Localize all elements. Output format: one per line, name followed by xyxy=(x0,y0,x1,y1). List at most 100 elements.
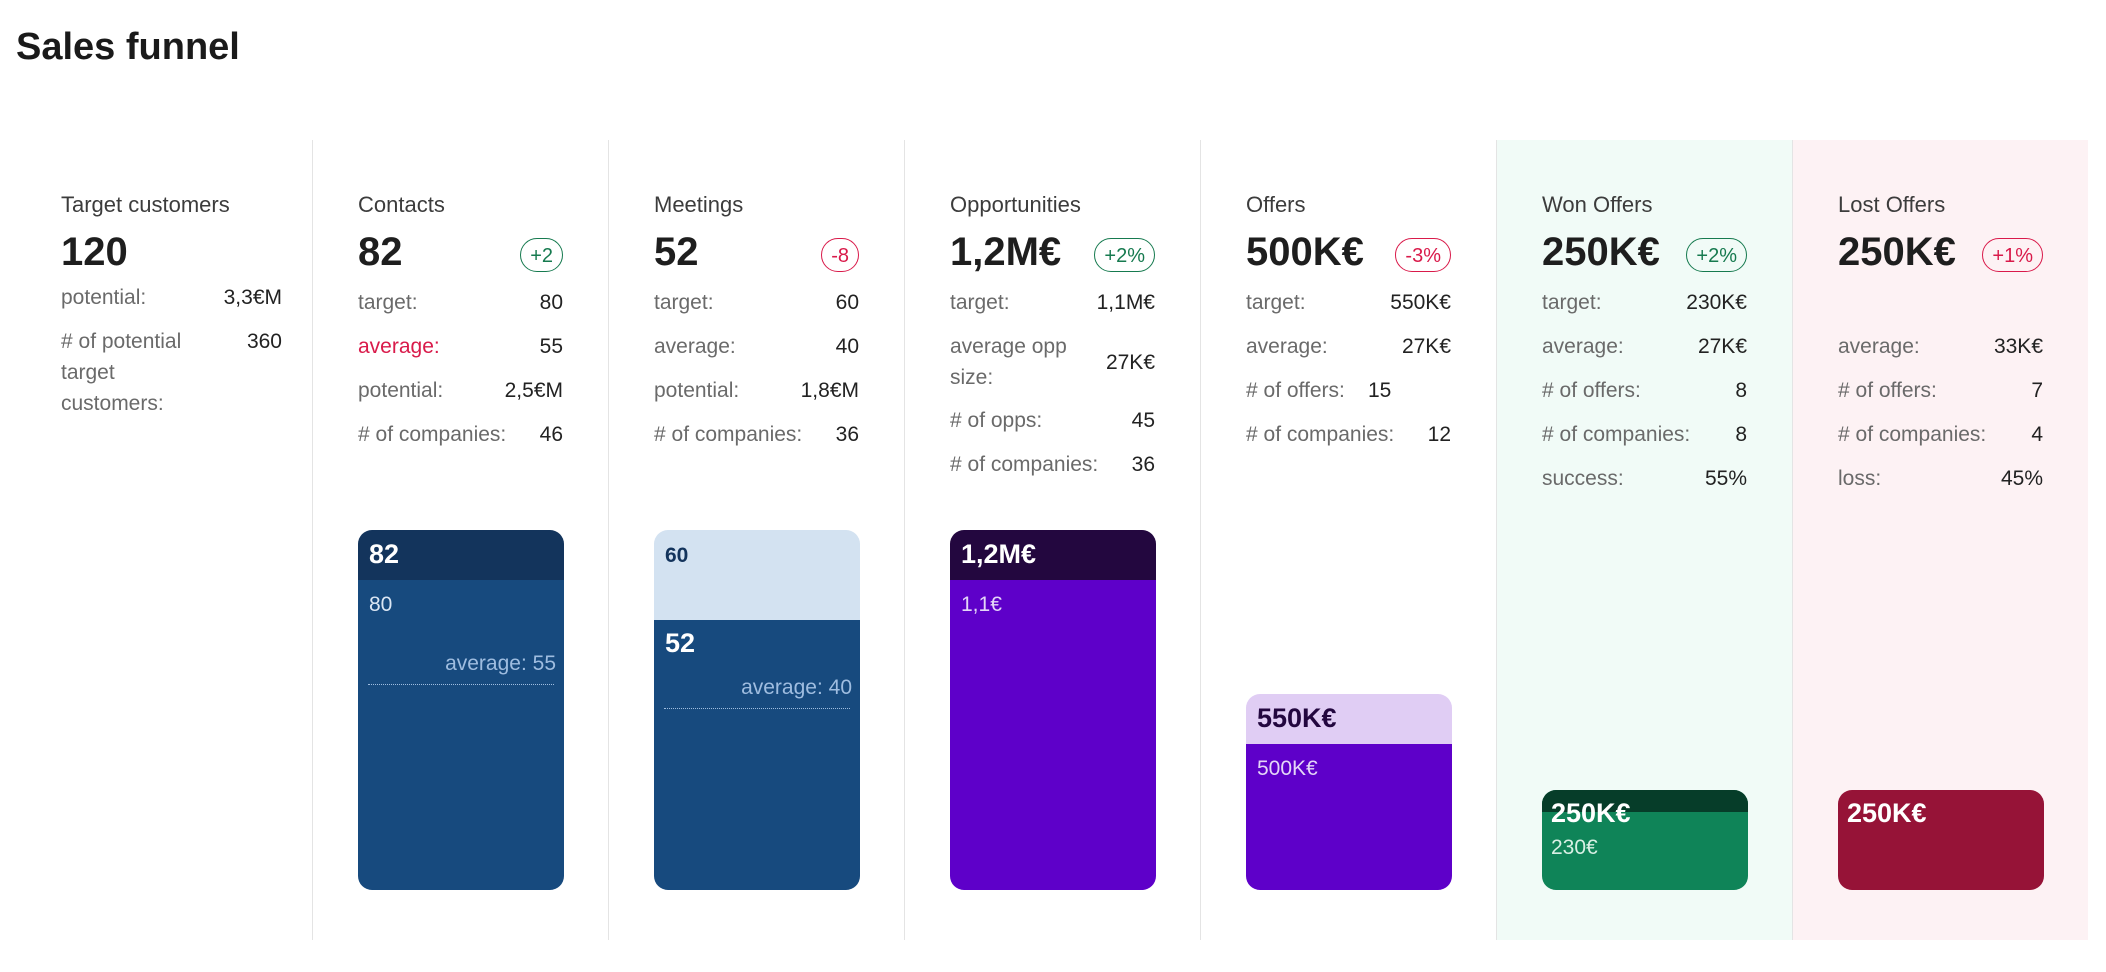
column-value: 82 xyxy=(358,230,403,274)
metric-label: potential: xyxy=(358,379,444,402)
page-title: Sales funnel xyxy=(16,26,240,68)
column-label: Contacts xyxy=(358,192,445,217)
metric-value: 36 xyxy=(1131,453,1155,476)
column-target-customers: Target customers 120 potential: 3,3€M # … xyxy=(16,140,312,940)
metric-label: target: xyxy=(654,291,714,314)
column-contacts: Contacts 82 +2 target: 80 average: 55 po… xyxy=(312,140,608,940)
bar-segment-actual: 52 average: 40 xyxy=(654,620,860,890)
metric-label: target: xyxy=(1542,291,1602,314)
metric-value: 8 xyxy=(1735,379,1747,402)
column-value: 250K€ xyxy=(1838,230,1956,274)
metric-label: success: xyxy=(1542,467,1624,490)
metric-label: target: xyxy=(358,291,418,314)
metric-value: 4 xyxy=(2031,423,2043,446)
column-value: 52 xyxy=(654,230,699,274)
change-badge: -3% xyxy=(1395,238,1451,272)
bar-segment-actual: 500K€ xyxy=(1246,744,1452,890)
metric-label: loss: xyxy=(1838,467,1882,490)
metric-value: 27K€ xyxy=(1401,335,1451,358)
metric-label: target: xyxy=(950,291,1010,314)
metric-label: # of companies: xyxy=(1246,423,1395,446)
bar-label-average: average: 40 xyxy=(741,676,852,699)
metric-value: 27K€ xyxy=(1697,335,1747,358)
metric-value: 1,1M€ xyxy=(1096,291,1155,314)
metric-label: # of opps: xyxy=(950,409,1043,432)
metric-value: 55% xyxy=(1704,467,1747,490)
average-line xyxy=(368,684,554,685)
column-label: Offers xyxy=(1246,192,1306,217)
metric-label: # of offers: xyxy=(1838,379,1937,402)
metric-label: average opp size: xyxy=(950,335,1067,389)
bar-label-target: 80 xyxy=(369,593,393,616)
column-label: Lost Offers xyxy=(1838,192,1946,217)
metric-label: # of companies: xyxy=(1542,423,1691,446)
bar-label-target: 1,1€ xyxy=(961,593,1002,616)
column-value: 120 xyxy=(61,230,128,274)
column-value: 500K€ xyxy=(1246,230,1364,274)
bar-segment-target: 1,1€ xyxy=(950,580,1156,890)
bar-offers: 550K€ 500K€ xyxy=(1246,694,1452,890)
bar-segment-target: 80 average: 55 xyxy=(358,580,564,890)
bar-label-actual: 52 xyxy=(665,628,696,658)
bar-label-actual: 1,2M€ xyxy=(961,539,1037,569)
metric-value: 7 xyxy=(2031,379,2043,402)
bar-opportunities: 1,2M€ 1,1€ xyxy=(950,530,1156,890)
column-label: Target customers xyxy=(61,192,230,217)
bar-segment-actual: 82 xyxy=(358,530,564,580)
bar-contacts: 82 80 average: 55 xyxy=(358,530,564,890)
metric-value: 45 xyxy=(1131,409,1155,432)
bar-label-actual: 500K€ xyxy=(1257,757,1318,780)
metric-label: target: xyxy=(1246,291,1306,314)
metric-value: 40 xyxy=(835,335,859,358)
metric-value: 36 xyxy=(835,423,859,446)
bar-label-actual: 250K€ xyxy=(1847,798,1927,828)
metric-label: # of offers: xyxy=(1542,379,1641,402)
change-badge: +2 xyxy=(520,238,563,272)
bar-label-average: average: 55 xyxy=(445,652,556,675)
metric-value: 550K€ xyxy=(1390,291,1451,314)
bar-segment-actual xyxy=(1542,790,1748,812)
column-label: Won Offers xyxy=(1542,192,1653,217)
metric-label: average: xyxy=(654,335,736,358)
metric-label: # of companies: xyxy=(950,453,1099,476)
metric-value: 1,8€M xyxy=(800,379,859,402)
metric-value: 27K€ xyxy=(1105,351,1155,374)
metric-value: 33K€ xyxy=(1993,335,2043,358)
column-meetings: Meetings 52 -8 target: 60 average: 40 po… xyxy=(608,140,904,940)
column-lost-offers: Lost Offers 250K€ +1% average: 33K€ # of… xyxy=(1792,140,2088,940)
metric-label: # of companies: xyxy=(1838,423,1987,446)
metric-label: average: xyxy=(1246,335,1328,358)
change-badge: +2% xyxy=(1686,238,1747,272)
column-label: Opportunities xyxy=(950,192,1081,217)
metric-value: 12 xyxy=(1427,423,1451,446)
bar-segment-actual: 1,2M€ xyxy=(950,530,1156,580)
bar-label-target: 550K€ xyxy=(1257,703,1337,733)
column-opportunities: Opportunities 1,2M€ +2% target: 1,1M€ av… xyxy=(904,140,1200,940)
bar-segment-target: 60 xyxy=(654,530,860,620)
metric-value: 360 xyxy=(246,330,282,353)
bar-label-actual: 82 xyxy=(369,539,400,569)
metric-label: average: xyxy=(1542,335,1624,358)
metric-label: # of companies: xyxy=(654,423,803,446)
bar-lost-offers: 250K€ xyxy=(1838,790,2044,890)
bar-meetings: 60 52 average: 40 xyxy=(654,530,860,890)
bar-label-target: 60 xyxy=(665,544,689,567)
average-line xyxy=(664,708,850,709)
metric-label: # of companies: xyxy=(358,423,507,446)
bar-segment-target: 550K€ xyxy=(1246,694,1452,744)
metric-label: # of potential target customers: xyxy=(61,330,182,415)
column-won-offers: Won Offers 250K€ +2% target: 230K€ avera… xyxy=(1496,140,1792,940)
metric-value: 3,3€M xyxy=(223,286,282,309)
metric-label: potential: xyxy=(654,379,740,402)
metric-value: 8 xyxy=(1735,423,1747,446)
column-value: 250K€ xyxy=(1542,230,1660,274)
change-badge: +2% xyxy=(1094,238,1155,272)
metric-value: 45% xyxy=(2000,467,2043,490)
metric-label: # of offers: xyxy=(1246,379,1345,402)
metric-label: potential: xyxy=(61,286,147,309)
bar-won-offers: 250K€ 230€ xyxy=(1542,790,1748,890)
change-badge: +1% xyxy=(1982,238,2043,272)
change-badge: -8 xyxy=(821,238,859,272)
metric-value: 55 xyxy=(539,335,563,358)
metric-value: 60 xyxy=(835,291,859,314)
